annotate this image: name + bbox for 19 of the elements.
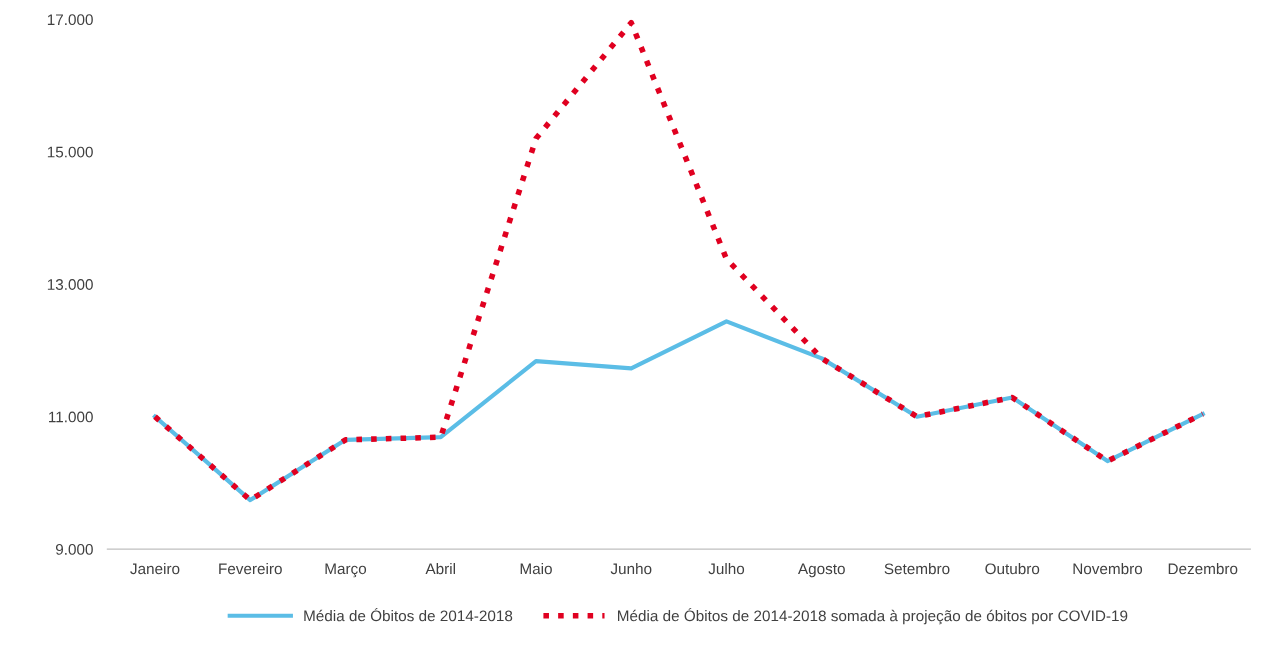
x-tick-label: Agosto bbox=[797, 563, 845, 578]
y-tick-label: 9.000 bbox=[55, 543, 93, 555]
x-tick-label: Abril bbox=[425, 562, 455, 575]
x-tick-label: Maio bbox=[520, 562, 552, 575]
legend-label: Média de Óbitos de 2014-2018 bbox=[304, 607, 513, 622]
x-tick-label: Dezembro bbox=[1168, 562, 1238, 575]
x-tick-label: Fevereiro bbox=[219, 562, 282, 575]
x-tick-label: Janeiro bbox=[130, 562, 180, 575]
x-tick-label: Março bbox=[325, 563, 367, 578]
y-tick-label: 13.000 bbox=[47, 279, 93, 290]
y-tick-label: 15.000 bbox=[47, 146, 93, 158]
x-tick-label: Julho bbox=[708, 562, 745, 575]
x-tick-label: Junho bbox=[610, 562, 652, 575]
x-tick-label: Outubro bbox=[985, 562, 1040, 575]
x-tick-label: Novembro bbox=[1073, 562, 1143, 575]
legend-label: Média de Óbitos de 2014-2018 somada à projeção de óbitos por COVID-19 bbox=[618, 607, 1128, 625]
y-tick-label: 17.000 bbox=[47, 14, 93, 26]
y-tick-label: 11.000 bbox=[49, 411, 93, 423]
x-tick-label: Setembro bbox=[884, 562, 950, 575]
